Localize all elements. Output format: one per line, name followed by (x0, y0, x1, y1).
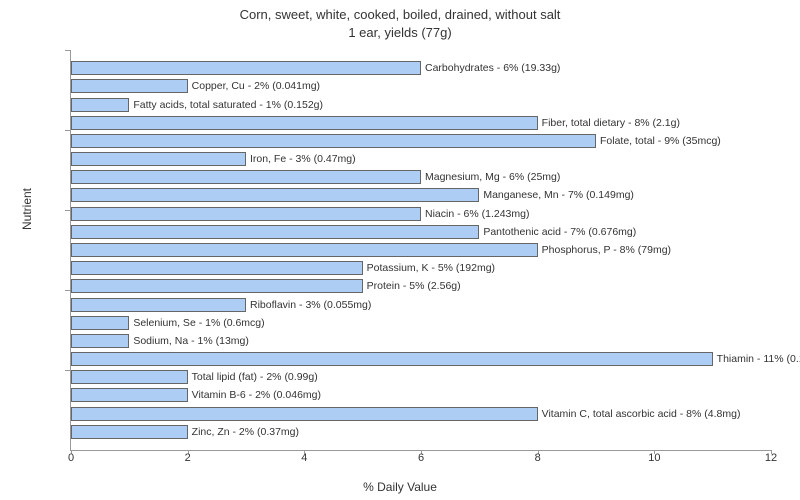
bar (71, 134, 596, 148)
bar-label: Fatty acids, total saturated - 1% (0.152… (129, 98, 323, 112)
x-axis-label: % Daily Value (0, 480, 800, 494)
bar (71, 98, 129, 112)
bar-label: Folate, total - 9% (35mcg) (596, 134, 721, 148)
y-axis-label: Nutrient (20, 188, 34, 230)
y-tick-mark (65, 370, 71, 371)
x-tick-label: 2 (185, 452, 191, 464)
x-tick-label: 8 (535, 452, 541, 464)
bar-label: Protein - 5% (2.56g) (363, 279, 461, 293)
x-tick-label: 6 (418, 452, 424, 464)
bar (71, 116, 538, 130)
bar (71, 152, 246, 166)
bar (71, 352, 713, 366)
bar (71, 316, 129, 330)
chart-title-line2: 1 ear, yields (77g) (348, 25, 451, 40)
bar (71, 225, 479, 239)
bar-label: Carbohydrates - 6% (19.33g) (421, 61, 560, 75)
bar-label: Vitamin C, total ascorbic acid - 8% (4.8… (538, 407, 741, 421)
bar-label: Potassium, K - 5% (192mg) (363, 261, 495, 275)
bar-label: Total lipid (fat) - 2% (0.99g) (188, 370, 318, 384)
bar-label: Vitamin B-6 - 2% (0.046mg) (188, 388, 321, 402)
bar (71, 170, 421, 184)
bar-label: Fiber, total dietary - 8% (2.1g) (538, 116, 680, 130)
x-tick-label: 4 (301, 452, 307, 464)
bar (71, 261, 363, 275)
bar-label: Magnesium, Mg - 6% (25mg) (421, 170, 560, 184)
bar (71, 79, 188, 93)
bar (71, 188, 479, 202)
bar (71, 407, 538, 421)
y-tick-mark (65, 290, 71, 291)
y-tick-mark (65, 50, 71, 51)
nutrient-chart: Corn, sweet, white, cooked, boiled, drai… (0, 0, 800, 500)
bar-label: Thiamin - 11% (0.166mg) (713, 352, 800, 366)
bar-label: Riboflavin - 3% (0.055mg) (246, 298, 371, 312)
bar (71, 279, 363, 293)
bar-label: Sodium, Na - 1% (13mg) (129, 334, 249, 348)
bar-label: Copper, Cu - 2% (0.041mg) (188, 79, 320, 93)
bar-label: Manganese, Mn - 7% (0.149mg) (479, 188, 634, 202)
bar (71, 370, 188, 384)
bar (71, 207, 421, 221)
x-tick-label: 10 (648, 452, 660, 464)
bar-label: Zinc, Zn - 2% (0.37mg) (188, 425, 299, 439)
chart-title: Corn, sweet, white, cooked, boiled, drai… (0, 6, 800, 41)
y-tick-mark (65, 210, 71, 211)
bar (71, 61, 421, 75)
bar-label: Iron, Fe - 3% (0.47mg) (246, 152, 356, 166)
bar-label: Selenium, Se - 1% (0.6mcg) (129, 316, 264, 330)
bar-label: Phosphorus, P - 8% (79mg) (538, 243, 671, 257)
bar (71, 388, 188, 402)
bar (71, 298, 246, 312)
bar-label: Niacin - 6% (1.243mg) (421, 207, 529, 221)
x-tick-label: 12 (765, 452, 777, 464)
y-tick-mark (65, 130, 71, 131)
chart-title-line1: Corn, sweet, white, cooked, boiled, drai… (240, 7, 561, 22)
bar (71, 425, 188, 439)
plot-area: 024681012Carbohydrates - 6% (19.33g)Copp… (70, 50, 771, 451)
bar (71, 334, 129, 348)
bar (71, 243, 538, 257)
x-tick-label: 0 (68, 452, 74, 464)
bar-label: Pantothenic acid - 7% (0.676mg) (479, 225, 636, 239)
